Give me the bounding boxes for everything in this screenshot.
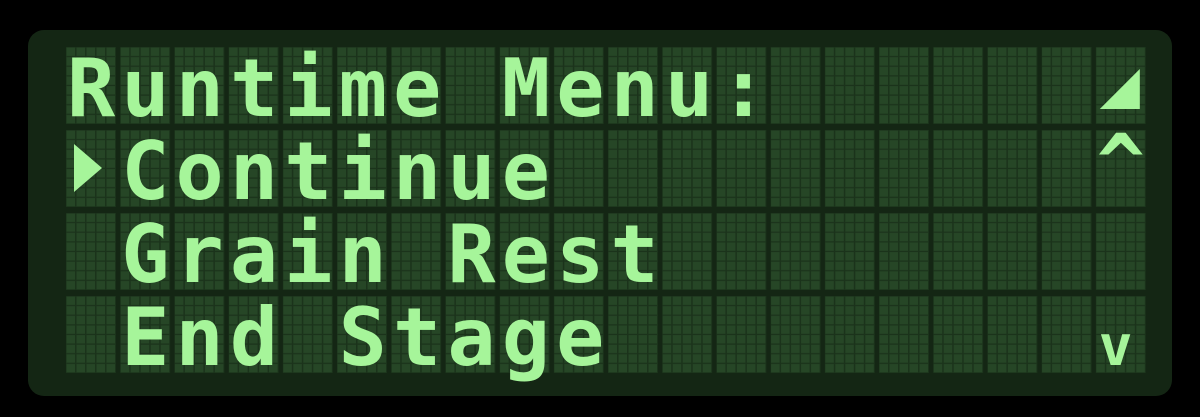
signal-icon [1099, 69, 1140, 109]
menu-title: Runtime Menu: [67, 42, 774, 135]
cell-dots [933, 130, 984, 207]
cell-grid [66, 47, 1146, 373]
cell-dots [770, 213, 821, 290]
cell-dots [987, 213, 1038, 290]
cell-dots [282, 130, 333, 207]
cell-dots [716, 213, 767, 290]
cell-dots [499, 296, 550, 373]
cell-dots [662, 213, 713, 290]
cell-dots [174, 130, 225, 207]
cell-dots [662, 296, 713, 373]
cell-dots [337, 47, 387, 124]
cell-dots [391, 130, 442, 207]
cell-dots [608, 47, 658, 124]
cell-dots [553, 296, 604, 373]
cell-dots [824, 130, 875, 207]
cell-dots [824, 47, 875, 124]
cell-dots [445, 130, 496, 207]
cell-dots [716, 47, 767, 124]
cell-dots [66, 213, 116, 290]
cell-dots [933, 213, 984, 290]
cell-dots [499, 130, 550, 207]
cell-dots [66, 47, 116, 124]
cursor-arrow [74, 144, 102, 192]
cell-dots [337, 296, 387, 373]
cell-dots [282, 47, 333, 124]
cell-dots [228, 130, 279, 207]
cell-dots [445, 296, 496, 373]
cell-dots [120, 296, 171, 373]
cell-dots [174, 213, 225, 290]
scroll-up: ^ [1097, 117, 1151, 210]
menu-item: Grain Rest [121, 208, 665, 301]
cell-dots [770, 296, 821, 373]
cell-dots [120, 130, 171, 207]
cell-dots [499, 213, 550, 290]
cell-dots [1095, 213, 1146, 290]
cell-dots [1041, 47, 1092, 124]
cell-dots [879, 213, 929, 290]
cell-dots [445, 47, 496, 124]
cell-dots [499, 47, 550, 124]
cell-dots [282, 296, 333, 373]
cell-dots [1041, 213, 1092, 290]
cell-dots [933, 296, 984, 373]
cell-dots [770, 130, 821, 207]
cell-dots [879, 296, 929, 373]
cell-dots [228, 47, 279, 124]
cell-dots [608, 213, 658, 290]
cell-dots [553, 47, 604, 124]
cell-dots [879, 47, 929, 124]
cell-dots [1095, 130, 1146, 207]
cell-dots [879, 130, 929, 207]
cell-dots [337, 130, 387, 207]
cell-dots [662, 130, 713, 207]
menu-item: End Stage [121, 291, 610, 384]
cell-dots [174, 47, 225, 124]
cell-dots [608, 130, 658, 207]
menu-item: Continue [121, 125, 556, 218]
cell-dots [1095, 296, 1146, 373]
cell-dots [282, 213, 333, 290]
cell-dots [120, 47, 171, 124]
cell-dots [1041, 296, 1092, 373]
cell-dots [824, 296, 875, 373]
cell-dots [987, 47, 1038, 124]
scroll-down: v [1099, 314, 1139, 379]
cell-dots [987, 130, 1038, 207]
cell-dots [608, 296, 658, 373]
cell-dots [120, 213, 171, 290]
cell-dots [228, 296, 279, 373]
cell-dots [933, 47, 984, 124]
cell-dots [445, 213, 496, 290]
cell-dots [337, 213, 387, 290]
cell-dots [553, 213, 604, 290]
cell-dots [824, 213, 875, 290]
cell-dots [391, 213, 442, 290]
cell-dots [66, 296, 116, 373]
cell-dots [716, 296, 767, 373]
cell-dots [174, 296, 225, 373]
cell-dots [770, 47, 821, 124]
cell-dots [391, 296, 442, 373]
cell-dots [1041, 130, 1092, 207]
cell-dots [987, 296, 1038, 373]
cell-dots [716, 130, 767, 207]
cell-dots [662, 47, 713, 124]
cell-dots [228, 213, 279, 290]
cell-dots [391, 47, 442, 124]
cell-dots [553, 130, 604, 207]
